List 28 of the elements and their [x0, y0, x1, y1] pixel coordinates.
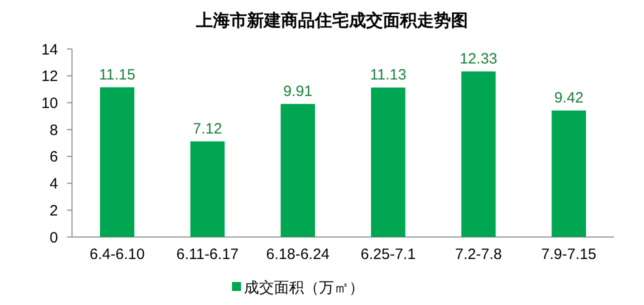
- y-tick-label: 2: [50, 202, 58, 220]
- y-tick-label: 8: [50, 122, 58, 139]
- bar: [100, 87, 134, 237]
- x-tick-label: 6.18-6.24: [266, 246, 330, 263]
- data-label: 11.15: [98, 66, 136, 84]
- y-tick-label: 12: [41, 68, 58, 86]
- bar: [552, 110, 586, 237]
- x-tick-label: 6.4-6.10: [90, 246, 145, 263]
- bar: [371, 88, 406, 237]
- y-tick-label: 4: [50, 176, 58, 193]
- data-label: 9.42: [554, 90, 584, 107]
- x-tick-label: 7.2-7.8: [455, 246, 502, 263]
- y-tick-label: 6: [50, 148, 58, 166]
- chart-title: 上海市新建商品住宅成交面积走势图: [195, 11, 468, 31]
- x-tick-label: 6.11-6.17: [176, 246, 239, 263]
- data-label: 11.13: [370, 66, 406, 84]
- legend-label: 成交面积（万㎡）: [244, 278, 364, 296]
- y-tick-label: 10: [41, 94, 58, 112]
- bar: [461, 71, 496, 237]
- x-tick-label: 6.25-7.1: [360, 246, 416, 263]
- data-label: 12.33: [460, 50, 498, 68]
- y-tick-label: 14: [41, 41, 58, 58]
- bar: [280, 104, 315, 237]
- data-label: 7.12: [192, 120, 222, 138]
- data-label: 9.91: [283, 82, 312, 100]
- x-tick-label: 7.9-7.15: [541, 246, 596, 263]
- bar: [190, 141, 225, 237]
- y-tick-label: 0: [50, 229, 58, 246]
